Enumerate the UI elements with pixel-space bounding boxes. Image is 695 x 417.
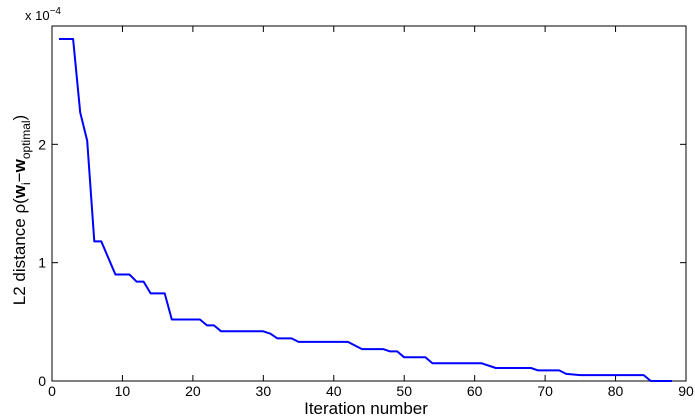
y-tick-label: 2: [38, 136, 46, 152]
series-layer: [59, 38, 672, 382]
y-axis-ticks: 0 1 2: [38, 136, 686, 389]
x-tick-label: 60: [467, 383, 483, 399]
y-tick-label: 0: [38, 373, 46, 389]
x-axis-title: Iteration number: [304, 399, 428, 417]
x-tick-label: 0: [48, 383, 56, 399]
plot-area: [51, 25, 687, 382]
y-axis-title: L2 distance ρ(wi−woptimal): [10, 115, 33, 305]
x-tick-label: 10: [115, 383, 131, 399]
x-tick-label: 20: [185, 383, 201, 399]
y-axis-exponent: x 10−4: [25, 6, 61, 23]
x-tick-label: 30: [256, 383, 272, 399]
x-tick-label: 70: [537, 383, 553, 399]
x-tick-label: 40: [326, 383, 342, 399]
x-axis-ticks: 0 10 20 30 40 50 60 70 80 90: [48, 26, 694, 399]
x-tick-label: 50: [396, 383, 412, 399]
plot-frame: [51, 25, 687, 382]
x-tick-label: 80: [608, 383, 624, 399]
x-tick-label: 90: [678, 383, 694, 399]
series-line: [59, 38, 672, 382]
y-tick-label: 1: [38, 255, 46, 271]
